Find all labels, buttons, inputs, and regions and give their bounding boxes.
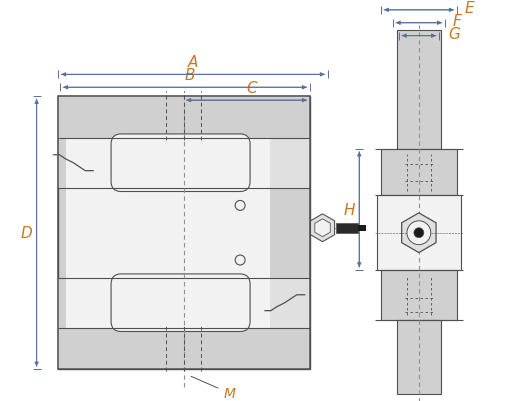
Polygon shape	[315, 219, 330, 237]
Text: B: B	[185, 68, 195, 83]
Bar	[397, 320, 440, 394]
Text: A: A	[188, 55, 198, 70]
Bar	[58, 328, 309, 369]
Circle shape	[414, 228, 424, 238]
Bar	[58, 97, 309, 369]
Bar	[336, 223, 358, 233]
Text: H: H	[344, 203, 355, 217]
Bar	[270, 139, 309, 188]
Bar	[381, 150, 457, 196]
Text: C: C	[246, 81, 257, 96]
FancyBboxPatch shape	[111, 274, 250, 332]
Polygon shape	[310, 214, 334, 242]
Text: M: M	[191, 377, 235, 400]
Text: D: D	[21, 226, 33, 241]
Bar	[67, 139, 270, 328]
Circle shape	[407, 221, 431, 245]
Text: F: F	[452, 14, 461, 29]
Bar	[377, 196, 461, 270]
Bar	[58, 97, 309, 139]
Circle shape	[235, 255, 245, 265]
Bar	[358, 225, 366, 231]
Bar	[58, 278, 67, 328]
Text: E: E	[464, 1, 474, 16]
Text: G: G	[449, 27, 461, 42]
FancyBboxPatch shape	[111, 135, 250, 192]
Bar	[58, 139, 67, 188]
Polygon shape	[401, 213, 436, 253]
Bar	[397, 30, 440, 150]
Circle shape	[235, 201, 245, 211]
Bar	[270, 278, 309, 328]
Bar	[381, 270, 457, 320]
Bar	[58, 97, 309, 369]
